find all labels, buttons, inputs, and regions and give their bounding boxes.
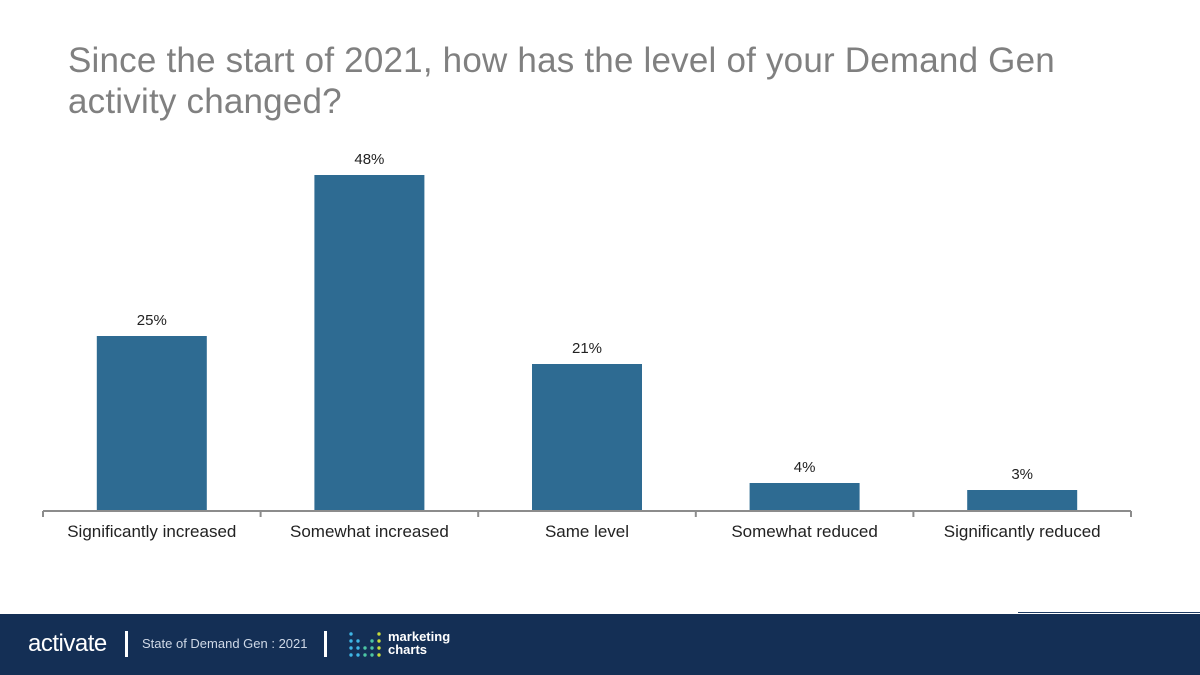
bar [314,175,425,511]
bar [532,364,642,511]
x-tick-label: Somewhat increased [290,522,449,541]
data-label: 48% [354,151,384,168]
activate-logo: activate [28,630,107,657]
report-name: State of Demand Gen : 2021 [142,636,308,651]
partner-line1: marketing [388,629,451,644]
bar-chart: 25% Significantly increased 48% Somewhat in… [42,151,1132,541]
bar [749,483,860,511]
chart-title: Since the start of 2021, how has the lev… [68,41,1055,121]
footer-bar [0,614,1200,675]
x-tick-label: Same level [545,522,629,541]
marketing-charts-wordmark: marketing charts [388,630,450,656]
x-tick-label: Somewhat reduced [731,522,877,541]
data-label: 25% [137,312,167,329]
data-label: 4% [794,459,816,476]
marketing-charts-logo-icon [349,632,381,657]
partner-line2: charts [388,642,428,657]
footer-separator [324,631,327,657]
bar [96,336,207,511]
bar [967,490,1078,511]
data-label: 3% [1011,466,1033,483]
data-label: 21% [572,340,602,357]
x-tick-label: Significantly increased [67,522,236,541]
footer-divider [1018,612,1200,613]
x-tick-label: Significantly reduced [944,522,1101,541]
footer-separator [125,631,128,657]
